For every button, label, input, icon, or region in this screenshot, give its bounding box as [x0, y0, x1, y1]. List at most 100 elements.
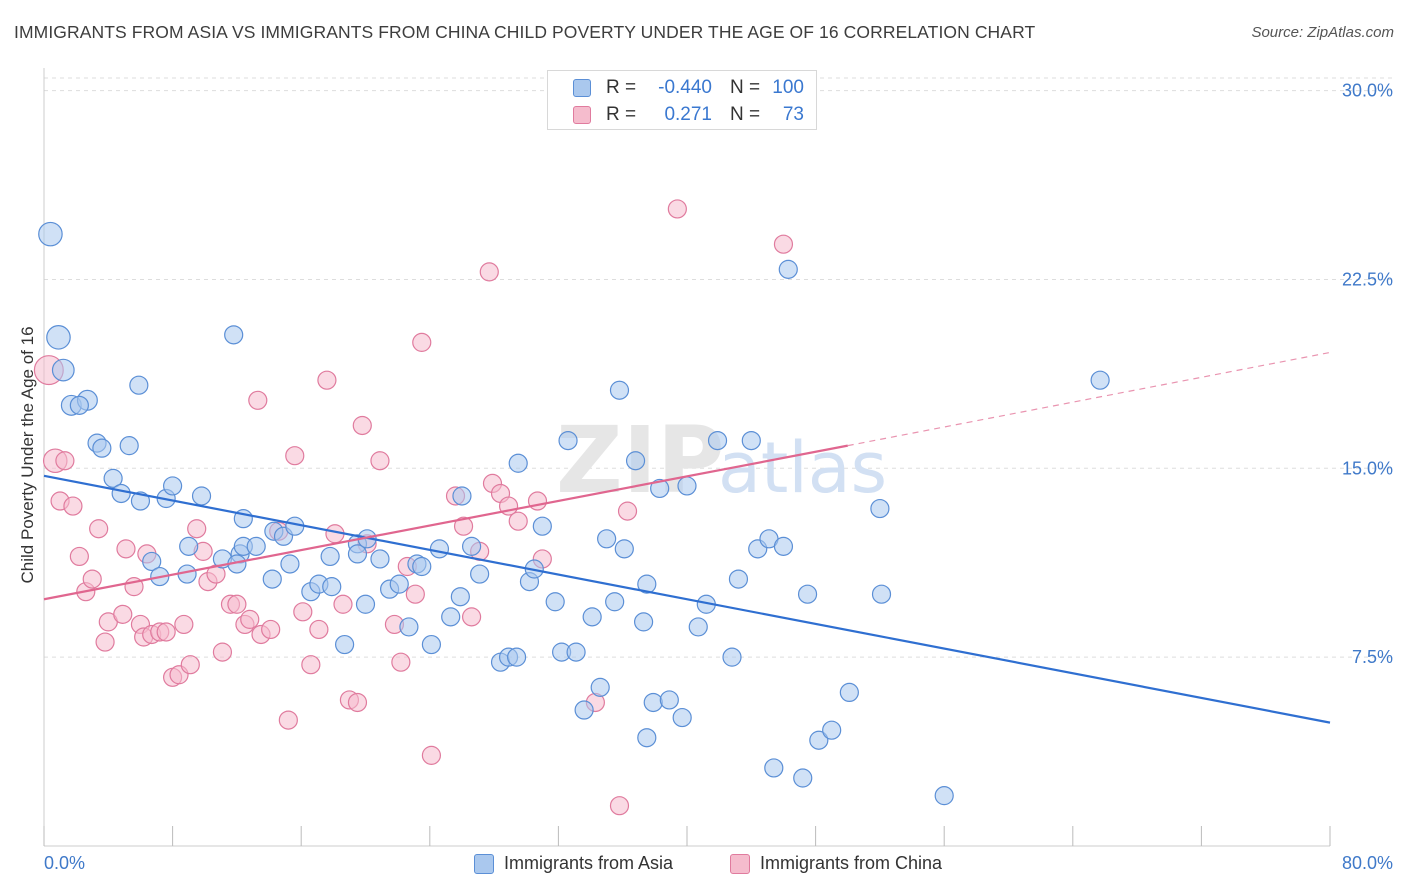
legend-r-value-china: 0.271 [664, 104, 712, 125]
china-point [309, 619, 329, 640]
china-point [333, 594, 353, 614]
asia-point [450, 587, 470, 607]
legend-row-asia: R = -0.440 N = 100 [548, 75, 818, 101]
asia-point [320, 546, 340, 567]
china-point [187, 519, 207, 539]
china-point [617, 501, 638, 521]
china-point [174, 614, 194, 635]
asia-point [69, 395, 89, 415]
china-point [82, 569, 102, 589]
bottom-legend-china: Immigrants from China [730, 852, 980, 876]
china-point [347, 692, 368, 713]
china-point [773, 234, 794, 254]
asia-point [934, 786, 954, 806]
china-point [405, 584, 425, 604]
china-point [461, 607, 482, 627]
asia-point [429, 539, 450, 559]
asia-point [1090, 370, 1110, 390]
asia-point [532, 516, 552, 536]
asia-point [728, 569, 749, 589]
y-tick-label: 22.5% [1342, 269, 1393, 289]
china-point [95, 632, 115, 652]
legend-r-label: R = [606, 104, 637, 125]
legend-swatch-china [573, 106, 591, 124]
china-point [391, 652, 411, 672]
y-tick-label: 15.0% [1342, 458, 1393, 478]
legend-r-label: R = [606, 77, 637, 98]
legend-n-value-china: 73 [782, 104, 804, 125]
china-point [285, 446, 305, 466]
asia-point [130, 491, 151, 511]
gridlines [44, 77, 1392, 658]
asia-point [637, 728, 657, 748]
tick-labels: 7.5% 15.0% 22.5% 30.0% 0.0% 80.0% [44, 81, 1393, 873]
asia-point [722, 647, 742, 667]
source-label: Source: ZipAtlas.com [1251, 24, 1394, 41]
bottom-legend-asia: Immigrants from Asia [474, 852, 714, 876]
china-point [212, 642, 233, 662]
asia-point [224, 325, 244, 345]
asia-point [707, 430, 728, 451]
chart-title: IMMIGRANTS FROM ASIA VS IMMIGRANTS FROM … [14, 22, 1036, 42]
asia-point [809, 730, 829, 750]
asia-point [574, 700, 594, 720]
asia-point [111, 483, 131, 504]
asia-point [470, 564, 490, 584]
asia-point [399, 617, 419, 637]
china-point [240, 609, 260, 629]
series-china-points [33, 98, 794, 816]
asia-point [412, 556, 432, 577]
asia-point [355, 594, 376, 614]
asia-point [614, 539, 634, 559]
asia-point [625, 451, 646, 471]
china-point [412, 332, 432, 352]
china-point [63, 496, 83, 516]
asia-point [246, 536, 266, 556]
x-tick-label-max: 80.0% [1342, 853, 1393, 873]
asia-point [347, 544, 368, 564]
legend-n-label: N = [730, 104, 761, 125]
asia-point [605, 592, 625, 612]
asia-point [461, 536, 482, 556]
asia-point [389, 574, 409, 594]
asia-point [870, 498, 890, 519]
china-point [370, 451, 390, 471]
asia-point [191, 486, 212, 506]
asia-point [92, 438, 112, 458]
asia-point [322, 577, 342, 597]
asia-point [545, 592, 565, 612]
asia-point [590, 677, 610, 697]
legend-swatch-asia [573, 79, 591, 97]
correlation-legend: R = -0.440 N = 100 R = 0.271 N = 73 [547, 70, 817, 130]
asia-point [280, 554, 300, 574]
bottom-legend-swatch-asia [474, 854, 494, 874]
china-point [116, 539, 136, 559]
asia-point [558, 430, 578, 451]
watermark: ZIP atlas [556, 407, 887, 514]
y-tick-label: 30.0% [1342, 81, 1393, 101]
asia-point [773, 536, 794, 556]
asia-point [633, 612, 654, 632]
asia-point [335, 634, 355, 655]
china-point [69, 546, 89, 567]
asia-point [38, 221, 63, 247]
asia-point [129, 375, 149, 395]
asia-point [822, 720, 842, 740]
china-trend-line [43, 444, 848, 601]
asia-point [119, 436, 139, 456]
china-point [156, 622, 176, 642]
trend-lines [43, 351, 1331, 724]
china-point [479, 262, 499, 282]
asia-trend-line [43, 474, 1331, 724]
asia-point [793, 768, 813, 788]
china-point [180, 655, 200, 675]
asia-point [797, 584, 818, 604]
y-tick-label: 7.5% [1352, 647, 1393, 667]
china-point [453, 516, 474, 536]
asia-point [262, 569, 282, 589]
asia-point [778, 259, 798, 279]
china-point [667, 199, 687, 219]
asia-point [609, 380, 630, 400]
asia-point [46, 325, 71, 350]
